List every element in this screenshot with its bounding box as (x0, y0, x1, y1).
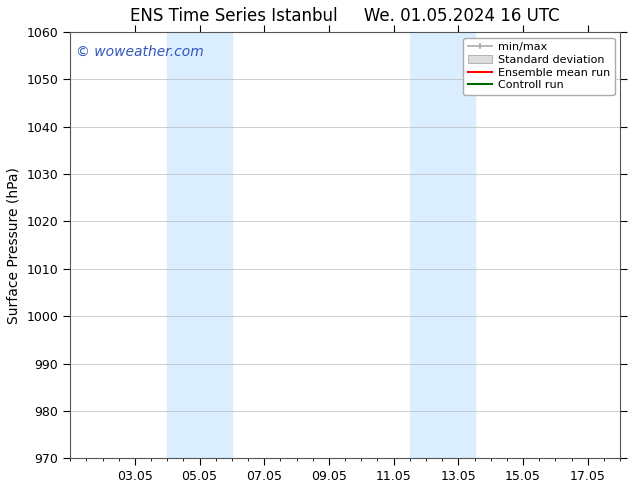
Legend: min/max, Standard deviation, Ensemble mean run, Controll run: min/max, Standard deviation, Ensemble me… (463, 38, 614, 95)
Title: ENS Time Series Istanbul     We. 01.05.2024 16 UTC: ENS Time Series Istanbul We. 01.05.2024 … (131, 7, 560, 25)
Bar (167, 32, 232, 458)
Text: © woweather.com: © woweather.com (75, 45, 204, 59)
Bar (410, 32, 474, 458)
Y-axis label: Surface Pressure (hPa): Surface Pressure (hPa) (7, 167, 21, 323)
